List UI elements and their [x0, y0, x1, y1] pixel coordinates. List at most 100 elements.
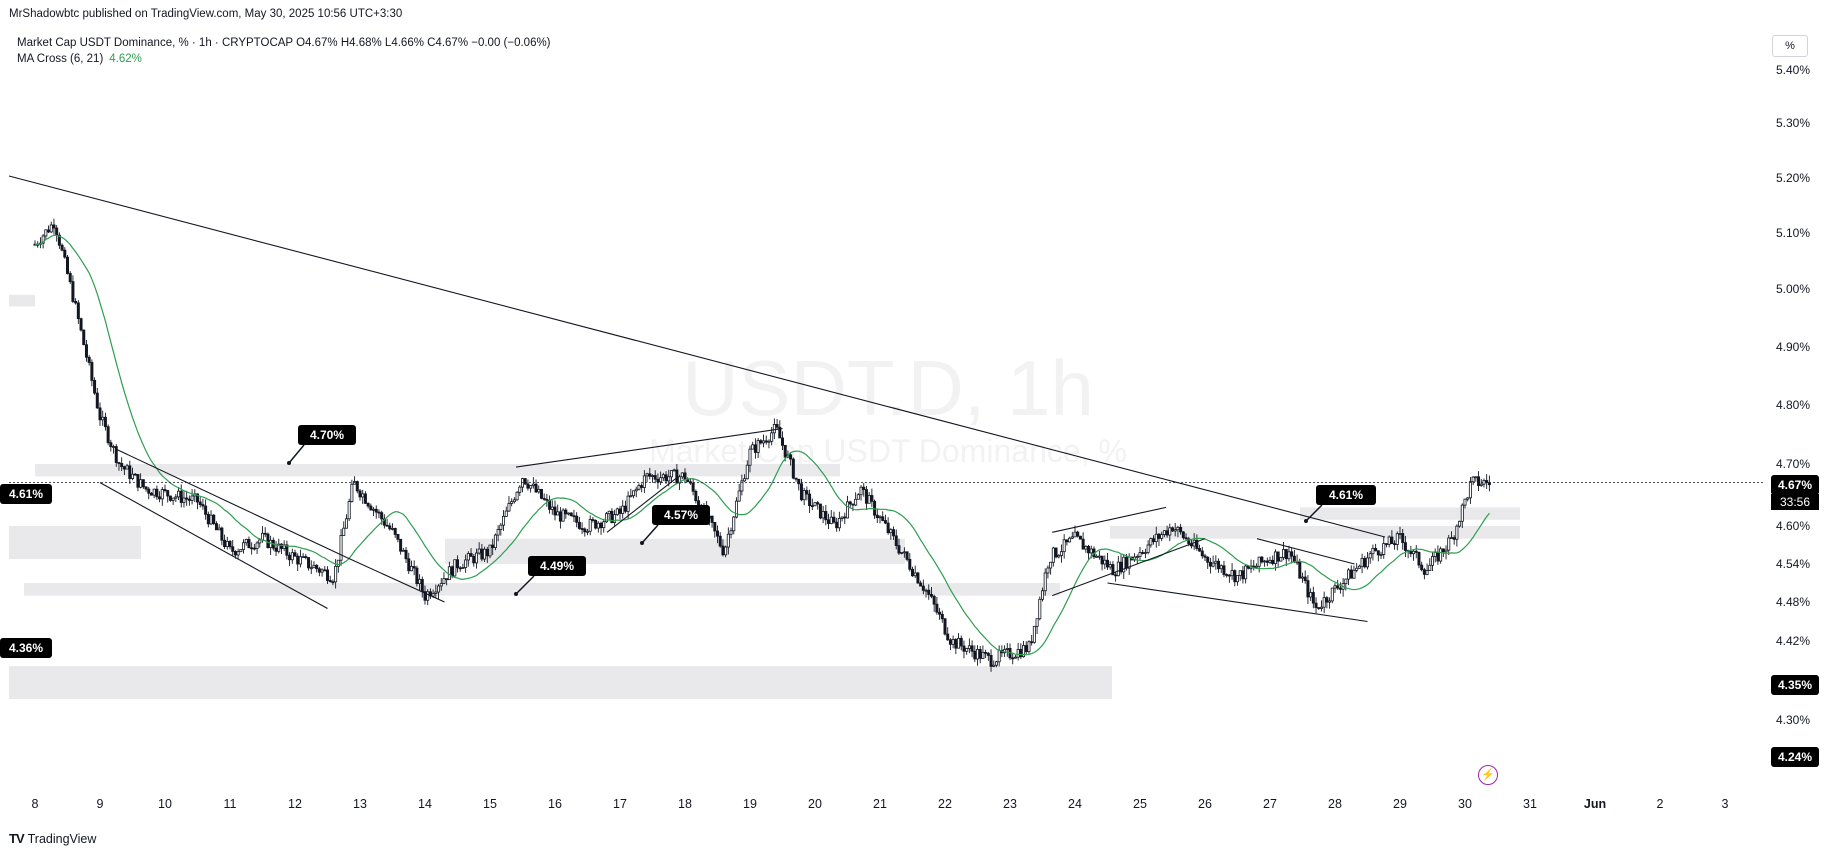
candle — [908, 558, 912, 570]
x-tick-label: 23 — [1003, 797, 1017, 811]
candle — [382, 518, 386, 526]
candle — [1384, 543, 1388, 545]
x-tick-label: 22 — [938, 797, 952, 811]
candle — [534, 483, 538, 493]
candle — [586, 530, 590, 533]
candle — [745, 464, 749, 480]
candle — [797, 478, 801, 485]
candle — [82, 329, 86, 346]
support-zone — [9, 294, 35, 307]
candle — [317, 568, 321, 573]
candle — [76, 302, 80, 320]
indicator-line[interactable]: MA Cross (6, 21) 4.62% — [17, 51, 551, 67]
candle — [1271, 559, 1275, 565]
candle — [648, 473, 652, 477]
candle — [911, 568, 915, 577]
x-tick-label: 8 — [32, 797, 39, 811]
candle — [976, 649, 980, 660]
candle — [1114, 574, 1118, 577]
candle — [1203, 555, 1207, 558]
candle — [1168, 527, 1172, 536]
candle — [994, 661, 998, 666]
candle — [829, 516, 833, 524]
candle — [455, 559, 459, 569]
wedge-line — [1256, 538, 1355, 565]
candle — [626, 495, 630, 512]
x-tick-label: 2 — [1657, 797, 1664, 811]
candle — [1387, 536, 1391, 545]
candle — [1436, 551, 1440, 562]
candle — [426, 591, 430, 601]
candle — [285, 544, 289, 556]
candle — [526, 483, 530, 489]
candle — [325, 569, 329, 581]
lightning-icon[interactable]: ⚡ — [1478, 765, 1498, 785]
y-tick-label: 5.30% — [1776, 116, 1810, 130]
candle — [856, 494, 860, 500]
indicator-name: MA Cross (6, 21) — [17, 53, 104, 65]
candle — [1336, 585, 1340, 589]
candle — [377, 511, 381, 514]
candle — [732, 516, 736, 532]
candle — [101, 416, 105, 421]
candle — [545, 498, 549, 501]
candle — [209, 514, 213, 525]
candle — [1035, 618, 1039, 627]
candle — [1452, 537, 1456, 540]
candle — [529, 485, 533, 489]
candle — [128, 465, 132, 479]
candle — [1013, 656, 1017, 659]
candle — [1222, 565, 1226, 575]
candle — [1157, 533, 1161, 539]
candle — [244, 539, 248, 544]
candle — [163, 489, 167, 491]
candle — [1011, 657, 1015, 660]
candle — [312, 564, 316, 569]
candle — [93, 380, 97, 394]
currency-unit-button[interactable]: % — [1772, 35, 1808, 57]
candle — [1176, 526, 1180, 531]
candle — [84, 344, 88, 358]
candle — [1306, 580, 1310, 598]
tradingview-logo-icon: TV — [9, 831, 25, 846]
candle — [418, 579, 422, 585]
candle — [1265, 560, 1269, 563]
y-tick-label: 5.10% — [1776, 226, 1810, 240]
candle — [133, 473, 137, 476]
candle — [279, 543, 283, 549]
candle — [488, 544, 492, 557]
candle — [66, 256, 70, 274]
candle — [247, 539, 251, 549]
x-tick-label: 31 — [1523, 797, 1537, 811]
candle — [1328, 600, 1332, 603]
candle — [301, 556, 305, 558]
candle — [1260, 556, 1264, 563]
symbol-line[interactable]: Market Cap USDT Dominance, % · 1h · CRYP… — [17, 37, 551, 49]
candle — [369, 505, 373, 511]
candle — [948, 639, 952, 645]
candle — [558, 511, 562, 522]
candle — [683, 472, 687, 480]
candle — [940, 613, 944, 620]
candle — [965, 648, 969, 652]
candle — [973, 650, 977, 660]
channel-line — [346, 557, 445, 603]
candle — [824, 511, 828, 521]
candle — [984, 651, 988, 654]
candle — [883, 520, 887, 524]
candle — [298, 556, 302, 565]
candle — [242, 542, 246, 550]
candle — [152, 488, 156, 496]
candle — [810, 505, 814, 508]
candle — [927, 589, 931, 595]
candle — [550, 506, 554, 510]
candle — [634, 488, 638, 492]
candle — [220, 527, 224, 541]
candle — [1057, 555, 1061, 558]
support-zone — [35, 464, 840, 477]
candle — [1311, 592, 1315, 604]
candle — [553, 506, 557, 516]
candle — [344, 518, 348, 529]
candle — [469, 553, 473, 557]
